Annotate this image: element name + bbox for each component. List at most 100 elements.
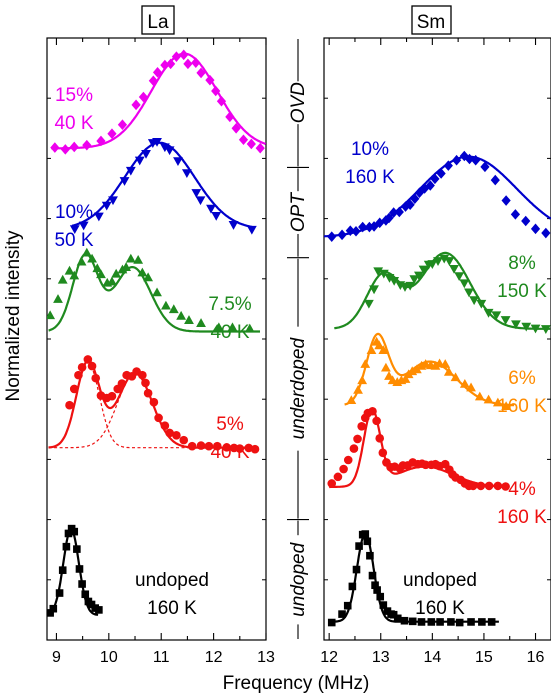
data-point bbox=[196, 441, 206, 450]
data-point bbox=[183, 58, 193, 70]
data-point bbox=[191, 189, 202, 198]
data-point bbox=[125, 166, 136, 176]
series-label: undoped bbox=[403, 570, 477, 591]
x-tick-label: 15 bbox=[475, 649, 493, 666]
data-point bbox=[333, 472, 343, 482]
x-tick-label: 12 bbox=[205, 649, 223, 666]
data-point bbox=[454, 272, 465, 281]
data-point bbox=[530, 324, 541, 334]
data-point bbox=[228, 221, 239, 230]
data-point bbox=[107, 391, 117, 401]
data-point bbox=[409, 275, 420, 284]
data-point bbox=[483, 308, 494, 318]
data-point bbox=[389, 207, 399, 218]
data-point bbox=[166, 58, 176, 70]
data-point bbox=[161, 300, 171, 310]
data-point bbox=[64, 529, 73, 538]
data-point bbox=[353, 384, 363, 394]
data-point bbox=[75, 565, 84, 573]
data-point bbox=[173, 157, 183, 167]
data-point bbox=[478, 618, 486, 626]
data-point bbox=[231, 123, 241, 134]
data-point bbox=[474, 391, 485, 401]
data-point bbox=[96, 269, 106, 279]
data-point bbox=[96, 135, 106, 147]
data-point bbox=[95, 606, 103, 614]
series-label: 160 K bbox=[147, 598, 197, 619]
data-point bbox=[87, 361, 97, 371]
data-point bbox=[159, 143, 170, 153]
data-point bbox=[357, 421, 366, 431]
y-axis-label: Normalized intensity bbox=[3, 230, 24, 402]
data-point bbox=[451, 154, 462, 166]
data-point bbox=[138, 91, 149, 103]
data-point bbox=[358, 221, 368, 233]
data-point bbox=[65, 400, 74, 410]
data-point bbox=[204, 441, 214, 451]
plot-area bbox=[324, 150, 551, 627]
data-point bbox=[364, 221, 374, 233]
data-point bbox=[250, 444, 260, 454]
data-point bbox=[111, 268, 122, 278]
data-point bbox=[379, 601, 388, 609]
data-point bbox=[117, 119, 128, 130]
series-label: 40 K bbox=[54, 113, 93, 134]
fit-curve bbox=[71, 141, 254, 229]
data-point bbox=[408, 617, 417, 626]
series-label: 15% bbox=[55, 85, 93, 106]
series-0 bbox=[324, 150, 551, 242]
region-label: underdoped bbox=[288, 337, 309, 440]
data-point bbox=[420, 183, 430, 194]
x-tick-label: 11 bbox=[153, 649, 170, 666]
data-point bbox=[327, 231, 337, 242]
data-point bbox=[133, 254, 144, 264]
data-point bbox=[176, 310, 187, 320]
data-point bbox=[376, 592, 385, 601]
data-point bbox=[418, 265, 429, 275]
data-point bbox=[467, 618, 475, 626]
data-point bbox=[466, 382, 476, 392]
data-point bbox=[471, 154, 481, 166]
data-point bbox=[378, 269, 389, 279]
data-point bbox=[405, 199, 415, 211]
data-point bbox=[255, 142, 265, 154]
data-point bbox=[149, 397, 159, 407]
data-point bbox=[378, 448, 388, 458]
data-point bbox=[363, 537, 372, 546]
series-label: 160 K bbox=[497, 396, 547, 417]
data-point bbox=[464, 153, 475, 165]
data-point bbox=[78, 221, 89, 231]
series-label: 8% bbox=[508, 253, 536, 274]
series-label: 40 K bbox=[210, 322, 249, 343]
data-point bbox=[464, 288, 474, 298]
data-point bbox=[487, 618, 496, 626]
data-point bbox=[394, 206, 404, 218]
series-label: undoped bbox=[135, 570, 209, 591]
data-point bbox=[490, 174, 500, 186]
data-point bbox=[449, 264, 459, 274]
data-point bbox=[393, 614, 402, 623]
data-point bbox=[373, 267, 384, 277]
series-label: 50 K bbox=[54, 230, 93, 251]
region-label: OVD bbox=[288, 82, 309, 123]
data-point bbox=[117, 379, 127, 388]
data-point bbox=[389, 610, 398, 619]
data-point bbox=[374, 340, 385, 350]
data-point bbox=[368, 571, 377, 580]
data-point bbox=[500, 316, 511, 325]
data-point bbox=[211, 85, 221, 97]
data-point bbox=[443, 366, 454, 376]
data-point bbox=[138, 370, 147, 380]
data-point bbox=[69, 270, 80, 280]
data-point bbox=[131, 99, 141, 111]
data-point bbox=[121, 262, 132, 271]
data-point bbox=[152, 287, 162, 297]
data-point bbox=[540, 325, 551, 334]
x-tick-label: 13 bbox=[257, 649, 275, 666]
fit-curve bbox=[334, 251, 551, 330]
series-label: 6% bbox=[508, 368, 536, 389]
data-point bbox=[246, 138, 256, 150]
data-point bbox=[47, 609, 54, 617]
data-point bbox=[493, 481, 503, 491]
